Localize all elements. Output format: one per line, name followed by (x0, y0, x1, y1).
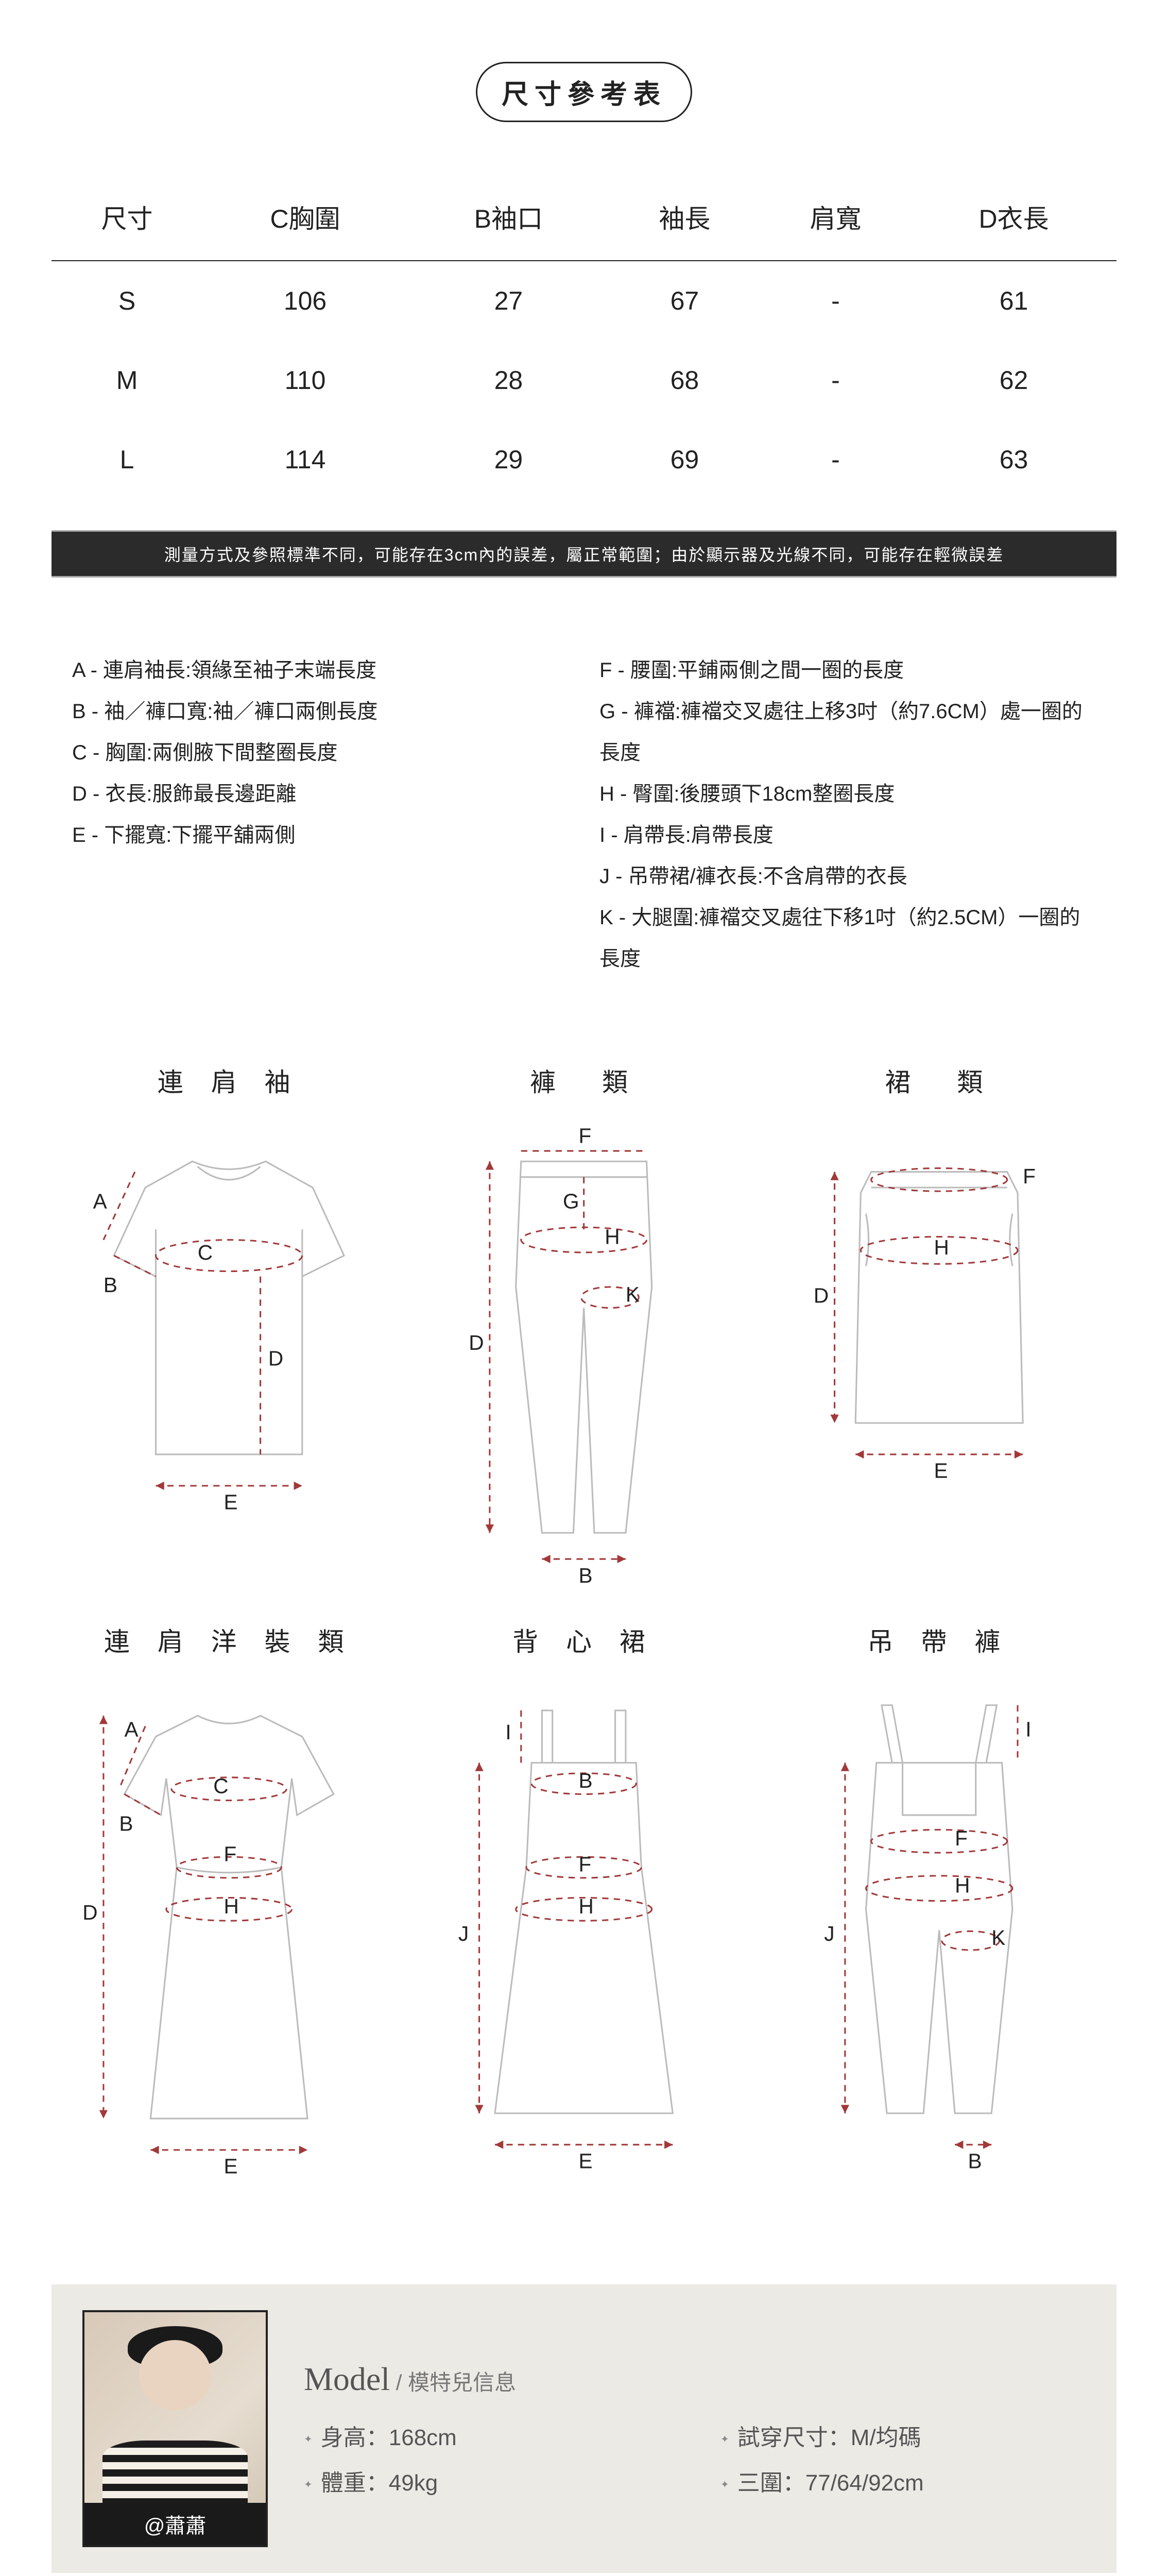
svg-text:H: H (934, 1235, 949, 1259)
def-line: I - 肩帶長:肩帶長度 (599, 815, 1096, 856)
def-line: D - 衣長:服飾最長邊距離 (72, 773, 569, 815)
table-row: M 110 28 68 - 62 (51, 341, 1117, 420)
svg-text:C: C (213, 1774, 228, 1798)
overalls-icon: I F H K J B (782, 1679, 1096, 2181)
col-length: D衣長 (911, 174, 1117, 261)
col-shoulder: 肩寬 (760, 174, 911, 261)
diagram-raglan-dress: 連 肩 洋 裝 類 A B C F H D E (72, 1621, 386, 2181)
diagram-title: 連 肩 洋 裝 類 (104, 1621, 354, 1658)
svg-text:D: D (268, 1346, 283, 1370)
table-row: S 106 27 67 - 61 (51, 261, 1117, 341)
diagram-pinafore-dress: 背 心 裙 I B F H J E (427, 1621, 741, 2181)
svg-text:H: H (224, 1894, 239, 1918)
diagram-pants: 褲 類 D F G H K B (427, 1062, 741, 1590)
svg-text:F: F (579, 1853, 592, 1876)
model-info-box: @蕭蕭 Model / 模特兒信息 身高：168cm 試穿尺寸：M/均碼 體重：… (51, 2284, 1117, 2573)
def-line: E - 下擺寬:下擺平舖兩側 (72, 815, 569, 856)
table-header-row: 尺寸 C胸圍 B袖口 袖長 肩寬 D衣長 (51, 174, 1117, 261)
model-heading-sub: / 模特兒信息 (390, 2370, 516, 2395)
svg-text:E: E (224, 2155, 238, 2178)
stat-weight: 體重：49kg (304, 2464, 669, 2497)
model-heading-en: Model (304, 2361, 390, 2397)
svg-text:F: F (955, 1826, 968, 1850)
col-cuff: B袖口 (408, 174, 609, 261)
col-sleeve: 袖長 (609, 174, 760, 261)
model-stats: 身高：168cm 試穿尺寸：M/均碼 體重：49kg 三圍：77/64/92cm (304, 2419, 1086, 2497)
svg-text:I: I (506, 1720, 511, 1744)
svg-text:J: J (458, 1922, 469, 1945)
svg-text:H: H (579, 1894, 594, 1918)
definitions-right: F - 腰圍:平鋪兩側之間一圈的長度 G - 褲襠:褲襠交叉處往上移3吋（約7.… (599, 650, 1096, 979)
def-line: A - 連肩袖長:領緣至袖子末端長度 (72, 650, 569, 691)
def-line: G - 褲襠:褲襠交叉處往上移3吋（約7.6CM）處一圈的長度 (599, 691, 1096, 773)
svg-text:B: B (579, 1769, 593, 1792)
def-line: F - 腰圍:平鋪兩側之間一圈的長度 (599, 650, 1096, 691)
svg-text:J: J (824, 1922, 834, 1945)
stat-trysize: 試穿尺寸：M/均碼 (720, 2419, 1086, 2452)
col-size: 尺寸 (51, 174, 202, 261)
svg-text:F: F (224, 1842, 237, 1866)
svg-text:H: H (955, 1873, 970, 1897)
svg-text:C: C (198, 1241, 213, 1264)
diagram-title: 吊 帶 褲 (867, 1621, 1010, 1658)
svg-text:D: D (469, 1331, 484, 1354)
diagram-title: 背 心 裙 (512, 1621, 656, 1658)
pinafore-icon: I B F H J E (427, 1679, 741, 2181)
diagram-raglan-top: 連 肩 袖 A B C D E (72, 1062, 386, 1590)
svg-text:K: K (626, 1282, 640, 1306)
svg-text:F: F (579, 1124, 592, 1148)
svg-text:B: B (119, 1811, 133, 1835)
svg-text:H: H (605, 1225, 620, 1249)
def-line: C - 胸圍:兩側腋下間整圈長度 (72, 732, 569, 773)
table-row: L 114 29 69 - 63 (51, 420, 1117, 499)
size-table: 尺寸 C胸圍 B袖口 袖長 肩寬 D衣長 S 106 27 67 - 61 M … (51, 174, 1117, 499)
svg-text:K: K (991, 1926, 1005, 1950)
def-line: K - 大腿圍:褲襠交叉處往下移1吋（約2.5CM）一圈的長度 (599, 897, 1096, 979)
diagram-title: 裙 類 (885, 1062, 993, 1099)
dress-icon: A B C F H D E (72, 1679, 386, 2181)
svg-text:E: E (934, 1459, 948, 1483)
stat-bwh: 三圍：77/64/92cm (720, 2464, 1086, 2497)
svg-text:D: D (82, 1901, 97, 1924)
def-line: J - 吊帶裙/褲衣長:不含肩帶的衣長 (599, 856, 1096, 897)
model-photo: @蕭蕭 (82, 2310, 268, 2547)
stat-height: 身高：168cm (304, 2419, 669, 2452)
model-head-shape (139, 2340, 212, 2410)
model-name: @蕭蕭 (84, 2503, 266, 2545)
tshirt-icon: A B C D E (72, 1120, 386, 1517)
model-info-text: Model / 模特兒信息 身高：168cm 試穿尺寸：M/均碼 體重：49kg… (304, 2360, 1086, 2497)
svg-text:B: B (968, 2149, 982, 2173)
page-title: 尺寸參考表 (476, 62, 692, 122)
pants-icon: D F G H K B (427, 1120, 741, 1590)
col-bust: C胸圍 (202, 174, 408, 261)
svg-text:B: B (579, 1564, 593, 1587)
diagram-title: 褲 類 (530, 1062, 638, 1099)
definitions-left: A - 連肩袖長:領緣至袖子末端長度 B - 袖／褲口寬:袖／褲口兩側長度 C … (72, 650, 569, 979)
svg-text:A: A (93, 1190, 107, 1213)
svg-text:E: E (224, 1490, 238, 1514)
skirt-icon: D F H E (782, 1120, 1096, 1517)
svg-text:B: B (104, 1273, 117, 1297)
svg-text:A: A (125, 1718, 139, 1741)
diagram-grid: 連 肩 袖 A B C D E 褲 類 D F (51, 1062, 1117, 2181)
model-heading: Model / 模特兒信息 (304, 2360, 1086, 2398)
svg-text:E: E (579, 2149, 593, 2173)
diagram-overalls: 吊 帶 褲 I F H K J B (782, 1621, 1096, 2181)
measurement-notice: 測量方式及參照標準不同，可能存在3cm內的誤差，屬正常範圍；由於顯示器及光線不同… (51, 530, 1117, 578)
svg-text:G: G (563, 1190, 579, 1213)
svg-text:D: D (814, 1283, 829, 1307)
definitions: A - 連肩袖長:領緣至袖子末端長度 B - 袖／褲口寬:袖／褲口兩側長度 C … (51, 650, 1117, 979)
def-line: H - 臀圍:後腰頭下18cm整圈長度 (599, 773, 1096, 815)
def-line: B - 袖／褲口寬:袖／褲口兩側長度 (72, 691, 569, 732)
svg-text:F: F (1023, 1164, 1036, 1188)
svg-text:I: I (1025, 1718, 1031, 1741)
diagram-skirt: 裙 類 D F H E (782, 1062, 1096, 1590)
diagram-title: 連 肩 袖 (158, 1062, 301, 1099)
